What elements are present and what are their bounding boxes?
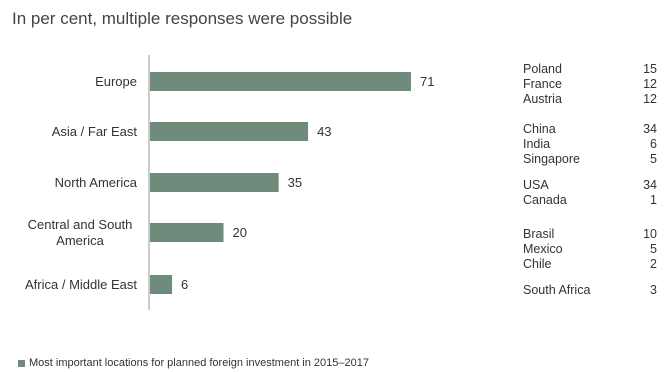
category-label-2: Asia / Far East bbox=[52, 124, 138, 139]
value-label-2: 43 bbox=[317, 124, 331, 139]
value-label-4: 20 bbox=[233, 225, 247, 240]
legend-swatch bbox=[18, 359, 25, 367]
bar-4 bbox=[150, 223, 224, 242]
category-label-3: North America bbox=[55, 175, 138, 190]
value-label-3: 35 bbox=[288, 175, 302, 190]
category-label-4-line-2: America bbox=[56, 233, 104, 248]
bar-5 bbox=[150, 275, 173, 294]
chart-subtitle: In per cent, multiple responses were pos… bbox=[12, 9, 353, 28]
category-label-1: Europe bbox=[95, 74, 137, 89]
chart-legend: Most important locations for planned for… bbox=[18, 357, 369, 369]
legend-label: Most important locations for planned for… bbox=[29, 357, 369, 369]
bar-2 bbox=[150, 122, 309, 141]
category-label-4-line-1: Central and South bbox=[28, 217, 133, 232]
value-label-5: 6 bbox=[181, 277, 188, 292]
bar-3 bbox=[150, 173, 279, 192]
value-label-1: 71 bbox=[420, 74, 434, 89]
category-label-5: Africa / Middle East bbox=[25, 277, 137, 292]
bar-1 bbox=[150, 72, 411, 91]
